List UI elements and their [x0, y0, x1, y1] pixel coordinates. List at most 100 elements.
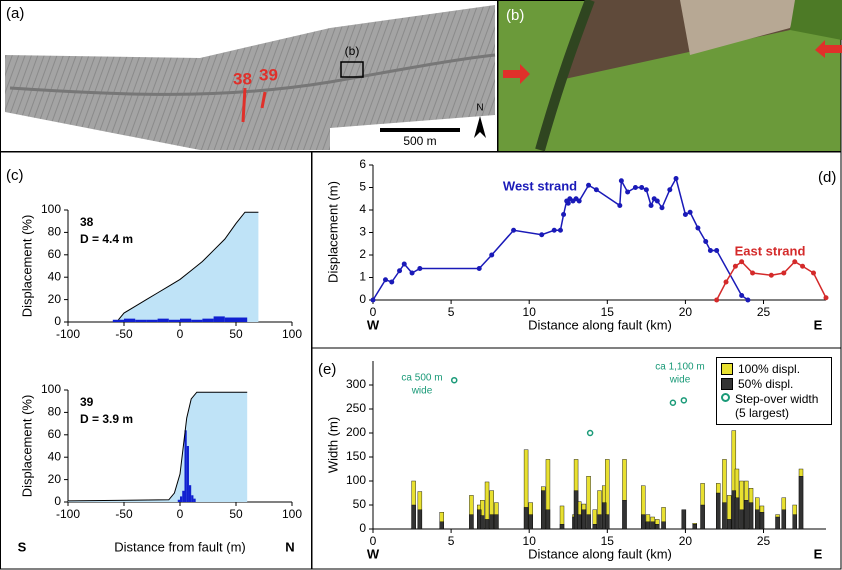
annotation: 39	[80, 395, 94, 409]
annotation: D = 4.4 m	[80, 232, 133, 246]
y-tick-label: 40	[48, 269, 62, 283]
x-tick-label: 25	[757, 534, 771, 548]
bar	[716, 492, 721, 530]
x-tick-label: 100	[282, 327, 302, 341]
north-arrow	[474, 116, 486, 138]
bar	[592, 524, 598, 530]
x-tick-label: 20	[679, 534, 693, 548]
bar	[700, 504, 705, 530]
point	[557, 227, 563, 233]
histogram-bar	[180, 318, 192, 322]
bar	[559, 524, 565, 530]
point	[586, 182, 592, 188]
y-tick-label: 60	[48, 247, 62, 261]
point	[565, 200, 571, 206]
bar	[573, 490, 579, 530]
hillshade	[5, 5, 495, 150]
point	[654, 198, 660, 204]
legend-label: 100% displ.	[738, 362, 801, 376]
point	[745, 297, 751, 303]
y-tick-label: 3	[359, 225, 366, 239]
x-axis-label: Distance from fault (m)	[114, 539, 245, 554]
histogram-bar	[157, 318, 169, 322]
x-tick-label: 50	[229, 327, 243, 341]
bar	[480, 515, 485, 530]
point	[800, 263, 806, 269]
north-label: N	[476, 103, 483, 114]
point	[673, 176, 679, 181]
x-tick-label: 25	[757, 305, 771, 319]
point	[667, 187, 673, 193]
point	[417, 266, 423, 271]
y-tick-label: 250	[346, 401, 366, 415]
point	[401, 261, 407, 267]
annotation: ca 1,100 m	[655, 362, 704, 373]
bar	[528, 514, 533, 530]
y-tick-label: 0	[359, 292, 366, 306]
x-tick-label: 100	[282, 507, 302, 521]
legend-item: Step-over width (5 largest)	[721, 392, 827, 420]
x-tick-label: 0	[370, 305, 377, 319]
axis-end-label: W	[367, 317, 380, 332]
y-tick-label: 0	[54, 494, 61, 508]
bar	[541, 490, 546, 530]
histogram-bar	[191, 495, 194, 502]
x-tick-label: -50	[115, 507, 133, 521]
point	[561, 212, 567, 217]
point	[489, 252, 495, 258]
x-axis-label: Distance along fault (km)	[528, 546, 672, 561]
profile-line	[118, 211, 259, 321]
bar	[650, 521, 655, 530]
axis-end-label: E	[814, 317, 823, 332]
bar	[722, 502, 727, 530]
bar	[586, 514, 591, 530]
y-tick-label: 150	[346, 449, 366, 463]
point	[707, 248, 713, 253]
point	[370, 297, 376, 303]
panel-label: (d)	[818, 169, 836, 186]
bar	[484, 519, 490, 530]
panel-e-frame	[311, 347, 842, 570]
annotation: wide	[411, 386, 433, 397]
point	[476, 266, 482, 271]
y-axis-label: Displacement (%)	[19, 395, 34, 498]
series-label: West strand	[503, 178, 577, 193]
point	[768, 272, 774, 278]
histogram-bar	[135, 319, 147, 322]
bar	[605, 514, 610, 530]
bar	[417, 509, 423, 530]
legend-item: 100% displ.	[721, 362, 827, 376]
point	[739, 259, 745, 265]
inset-box	[340, 61, 364, 78]
x-tick-label: 10	[523, 534, 537, 548]
histogram-bar	[112, 319, 124, 322]
point	[714, 297, 720, 303]
legend-swatch	[721, 393, 730, 402]
y-tick-label: 2	[359, 247, 366, 261]
x-axis-label: Distance along fault (km)	[528, 317, 672, 332]
area	[118, 212, 259, 322]
histogram-bar	[177, 499, 180, 502]
y-tick-label: 20	[48, 472, 62, 486]
point	[687, 209, 693, 215]
x-tick-label: 5	[448, 305, 455, 319]
point	[409, 270, 415, 276]
x-tick-label: 0	[370, 534, 377, 548]
bar	[545, 509, 551, 530]
bar	[469, 514, 474, 530]
y-tick-label: 60	[48, 427, 62, 441]
histogram-bar	[224, 317, 236, 322]
point	[639, 185, 645, 190]
point	[669, 399, 677, 407]
x-tick-label: 10	[523, 305, 537, 319]
axis-end-label: S	[18, 539, 27, 554]
x-tick-label: -50	[115, 327, 133, 341]
annotation: wide	[669, 375, 691, 386]
bar	[798, 476, 804, 530]
bar	[726, 519, 732, 530]
y-tick-label: 5	[359, 180, 366, 194]
bar	[734, 497, 740, 530]
annotation: 38	[80, 215, 94, 229]
bar	[755, 509, 760, 530]
